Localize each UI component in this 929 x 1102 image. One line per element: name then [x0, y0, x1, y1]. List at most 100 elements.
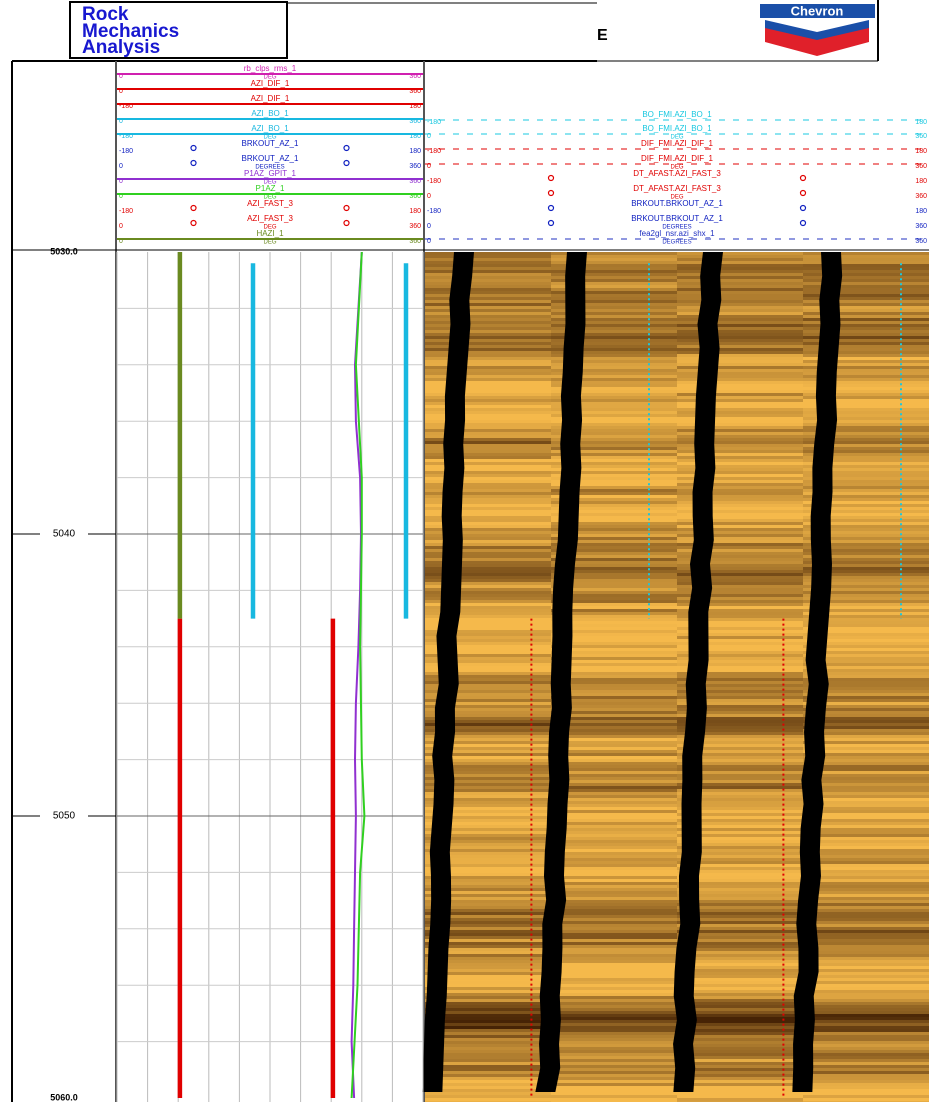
image-band	[551, 897, 678, 900]
image-band	[425, 258, 552, 261]
image-band	[803, 963, 929, 966]
image-band	[425, 354, 552, 357]
image-band	[803, 912, 929, 915]
image-band	[551, 1011, 678, 1014]
image-band	[551, 1071, 678, 1074]
title-line: Analysis	[82, 37, 160, 58]
image-band	[803, 867, 929, 870]
image-band	[677, 345, 804, 348]
image-band	[803, 990, 929, 993]
curve-name: BO_FMI.AZI_BO_1	[642, 110, 712, 119]
scale-min: 0	[119, 163, 123, 170]
image-band	[551, 789, 678, 792]
image-band	[425, 351, 552, 354]
image-band	[803, 1065, 929, 1068]
image-band	[425, 261, 552, 264]
image-band	[551, 921, 678, 924]
image-band	[803, 879, 929, 882]
image-band	[425, 465, 552, 468]
image-band	[551, 894, 678, 897]
image-band	[677, 324, 804, 327]
image-band	[551, 996, 678, 999]
image-band	[677, 273, 804, 276]
image-band	[677, 966, 804, 969]
image-band	[425, 279, 552, 282]
image-band	[551, 906, 678, 909]
image-band	[677, 972, 804, 975]
image-band	[677, 1056, 804, 1059]
image-band	[551, 954, 678, 957]
scale-min: 0	[427, 223, 431, 230]
image-band	[677, 1077, 804, 1080]
image-band	[677, 1053, 804, 1056]
image-band	[803, 972, 929, 975]
image-band	[677, 288, 804, 291]
image-band	[677, 258, 804, 261]
image-band	[677, 291, 804, 294]
image-band	[425, 309, 552, 312]
image-band	[803, 1026, 929, 1029]
image-band	[551, 744, 678, 747]
image-band	[425, 1095, 552, 1098]
image-band	[425, 387, 552, 390]
image-band	[677, 1062, 804, 1065]
curve-name: AZI_FAST_3	[247, 199, 293, 208]
image-band	[677, 261, 804, 264]
image-band	[551, 1056, 678, 1059]
image-band	[551, 786, 678, 789]
image-band	[677, 1032, 804, 1035]
image-band	[551, 945, 678, 948]
image-band	[803, 927, 929, 930]
image-band	[551, 849, 678, 852]
image-band	[677, 1068, 804, 1071]
image-band	[551, 795, 678, 798]
image-band	[425, 324, 552, 327]
image-band	[551, 1026, 678, 1029]
curve-name: AZI_DIF_1	[251, 79, 290, 88]
image-band	[425, 1056, 552, 1059]
image-band	[551, 900, 678, 903]
image-band	[677, 1047, 804, 1050]
image-band	[425, 294, 552, 297]
image-band	[677, 996, 804, 999]
image-band	[803, 1005, 929, 1008]
image-band	[551, 873, 678, 876]
image-band	[551, 885, 678, 888]
image-band	[803, 1029, 929, 1032]
image-band	[803, 894, 929, 897]
image-band	[425, 1092, 552, 1095]
image-band	[803, 837, 929, 840]
image-band	[803, 882, 929, 885]
image-band	[803, 1095, 929, 1098]
image-band	[677, 339, 804, 342]
image-band	[803, 849, 929, 852]
image-band	[551, 1086, 678, 1089]
scale-max: 360	[915, 193, 927, 200]
curve-name: HAZI_1	[256, 229, 284, 238]
image-band	[551, 876, 678, 879]
image-band	[677, 252, 804, 255]
image-band	[803, 930, 929, 933]
image-band	[425, 1098, 552, 1101]
image-band	[551, 858, 678, 861]
image-band	[803, 885, 929, 888]
image-band	[803, 1062, 929, 1065]
image-band	[425, 393, 552, 396]
image-band	[803, 858, 929, 861]
image-band	[677, 321, 804, 324]
image-band	[425, 363, 552, 366]
image-band	[425, 423, 552, 426]
scale-min: 0	[427, 193, 431, 200]
image-band	[803, 777, 929, 780]
curve-name: DIF_FMI.AZI_DIF_1	[641, 154, 714, 163]
image-band	[677, 1050, 804, 1053]
curve-name: AZI_DIF_1	[251, 94, 290, 103]
image-band	[677, 264, 804, 267]
image-band	[803, 1047, 929, 1050]
image-band	[551, 972, 678, 975]
image-band	[551, 783, 678, 786]
image-band	[551, 804, 678, 807]
image-band	[803, 834, 929, 837]
image-band	[677, 372, 804, 375]
image-band	[425, 300, 552, 303]
